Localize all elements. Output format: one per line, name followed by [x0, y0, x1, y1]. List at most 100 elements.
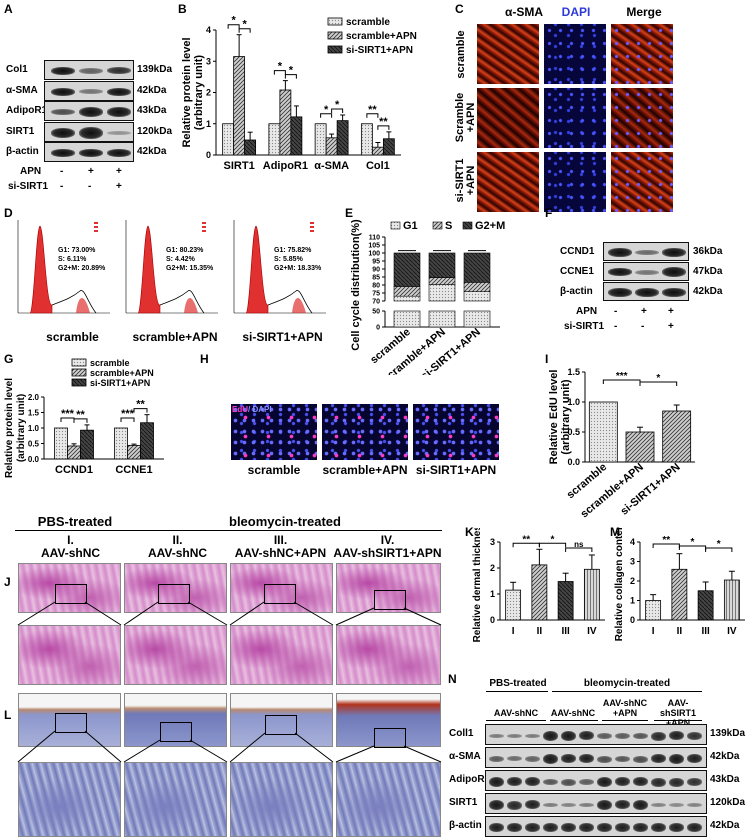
blot-a-sign: +	[116, 166, 122, 177]
legend-label: scramble	[346, 17, 390, 28]
col-header-dapi: DAPI	[561, 5, 591, 19]
lane-label: AAV-shNC	[550, 708, 596, 718]
y-tick-label: 0	[376, 325, 380, 332]
x-tick-label: IV	[587, 626, 597, 637]
stacked-bar-segment	[428, 277, 456, 285]
histo-j-overview-1	[18, 563, 121, 613]
x-tick-label: II	[537, 626, 543, 637]
flow-caption: scramble	[46, 330, 99, 344]
y-tick-label: 0.5	[567, 427, 580, 437]
micro-h-caption: scramble+APN	[322, 463, 408, 477]
blot-band	[615, 823, 630, 832]
bar	[382, 138, 395, 156]
x-tick-label: I	[512, 626, 515, 637]
y-tick-label: 2	[630, 576, 635, 586]
blot-n-kda: 42kDa	[710, 751, 740, 762]
x-tick-label: III	[561, 626, 570, 637]
col-name: AAV-shNC	[147, 546, 208, 560]
blot-band	[669, 803, 684, 807]
blot-band	[489, 734, 504, 738]
y-tick-label: 2	[490, 563, 495, 573]
significance-bracket	[133, 408, 148, 413]
blot-a-sign: +	[116, 181, 122, 192]
blot-band	[507, 777, 522, 786]
y-tick-label: 3	[630, 557, 635, 567]
blot-band	[615, 756, 630, 762]
legend-swatch	[71, 358, 87, 367]
significance-label: **	[368, 104, 377, 116]
stacked-bar-segment	[428, 310, 456, 328]
significance-bracket	[331, 108, 344, 113]
blot-a-row-label: β-actin	[6, 146, 39, 157]
flow-s: S: 6.11%	[58, 256, 87, 263]
legend-label: si-SIRT1+APN	[90, 378, 150, 388]
blot-f-row-label: β-actin	[560, 286, 593, 297]
bar	[127, 444, 141, 460]
blot-band	[489, 823, 504, 832]
bar	[222, 123, 235, 156]
blot-band	[597, 777, 612, 787]
blot-f-condition-label: APN	[576, 306, 598, 317]
legend-swatch	[432, 221, 443, 230]
panel-i-letter: I	[545, 352, 549, 366]
bar	[314, 123, 327, 156]
micro-c-asma-scramble	[476, 23, 540, 85]
significance-label: *	[656, 373, 660, 384]
micro-c-asma-apn	[476, 87, 540, 149]
y-tick-label: 1	[630, 596, 635, 606]
legend-swatch	[462, 221, 473, 230]
row-label-scramble-apn: Scramble +APN	[454, 92, 477, 143]
flow-g2m: G2+M: 20.89%	[58, 265, 106, 272]
histogram-curve	[267, 289, 313, 314]
blot-band	[651, 754, 666, 763]
blot-band	[543, 823, 558, 832]
flow-g2m: G2+M: 15.35%	[166, 265, 214, 272]
significance-label: ***	[121, 408, 135, 420]
blot-band	[561, 823, 576, 832]
y-tick-label: 80	[372, 283, 380, 290]
y-axis-label: (arbitrary unit)	[193, 55, 205, 131]
bar	[360, 123, 373, 156]
flow-g1: G1: 73.00%	[58, 247, 96, 254]
row-label-scramble: scramble	[455, 30, 467, 79]
bar	[80, 429, 94, 460]
y-tick-label: 110	[369, 235, 380, 242]
blot-band	[687, 803, 702, 807]
legend-label: scramble+APN	[90, 368, 154, 378]
blot-band	[525, 734, 540, 738]
legend-label: si-SIRT1+APN	[346, 45, 413, 56]
g1-peak	[137, 225, 161, 314]
micro-h-scramble-apn	[321, 403, 409, 461]
lane-label: AAV-shNC +APN	[602, 698, 648, 718]
stacked-bar-segment	[428, 284, 456, 302]
histo-l-zoom-3	[230, 762, 333, 837]
significance-bracket	[377, 125, 390, 130]
bar	[723, 579, 740, 621]
blot-n-strip-sirt1	[485, 793, 707, 814]
blot-band	[579, 779, 594, 785]
x-tick-label: Col1	[366, 160, 390, 172]
blot-band	[651, 803, 666, 807]
blot-f-strip-bactin	[603, 282, 689, 301]
significance-label: **	[136, 399, 145, 411]
y-tick-label: 1.0	[28, 424, 40, 433]
col-name: AAV-shSIRT1+APN	[333, 546, 442, 560]
blot-f-sign: +	[641, 306, 647, 317]
stacked-bar-segment	[463, 310, 491, 328]
blot-band	[597, 756, 612, 763]
bar	[67, 445, 81, 460]
bar	[505, 589, 522, 621]
blot-f-kda: 42kDa	[693, 286, 723, 297]
blot-band	[597, 823, 612, 832]
mini-legend-swatch	[202, 226, 206, 228]
mini-legend-swatch	[94, 226, 98, 228]
bar	[697, 590, 714, 621]
stacked-bar-segment	[463, 252, 491, 283]
y-tick-label: 85	[372, 275, 380, 282]
group-bleo-label: bleomycin-treated	[229, 514, 341, 529]
blot-a-sign: -	[60, 166, 64, 177]
col-roman: I.	[67, 533, 74, 547]
stacked-bar-segment	[393, 286, 421, 297]
mini-legend-swatch	[310, 226, 314, 228]
panel-l-letter: L	[4, 708, 12, 722]
